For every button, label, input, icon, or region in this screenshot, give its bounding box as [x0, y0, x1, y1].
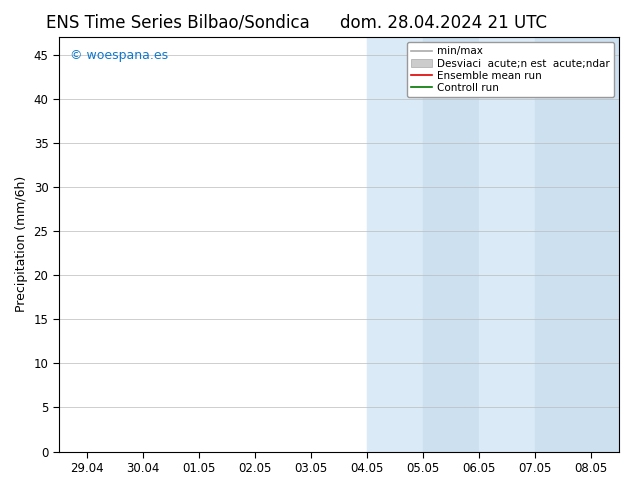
- Text: © woespana.es: © woespana.es: [70, 49, 168, 63]
- Y-axis label: Precipitation (mm/6h): Precipitation (mm/6h): [15, 176, 28, 313]
- Bar: [423, 37, 479, 452]
- Legend: min/max, Desviaci  acute;n est  acute;ndar, Ensemble mean run, Controll run: min/max, Desviaci acute;n est acute;ndar…: [406, 42, 614, 97]
- Text: ENS Time Series Bilbao/Sondica: ENS Time Series Bilbao/Sondica: [46, 14, 309, 32]
- Bar: [367, 37, 423, 452]
- Bar: [479, 37, 535, 452]
- Text: dom. 28.04.2024 21 UTC: dom. 28.04.2024 21 UTC: [340, 14, 547, 32]
- Bar: [535, 37, 619, 452]
